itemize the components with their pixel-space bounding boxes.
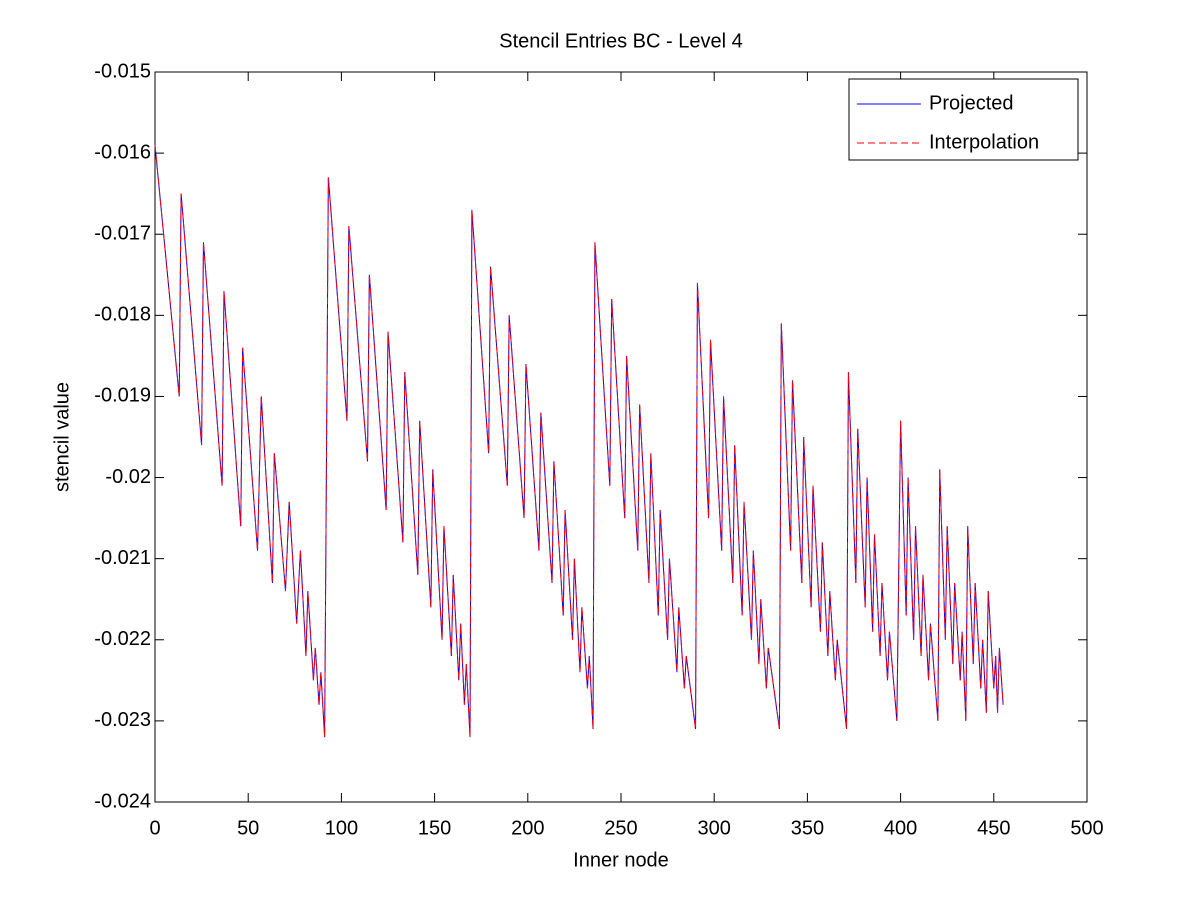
- y-tick-label: -0.022: [94, 628, 151, 650]
- x-tick-label: 400: [884, 817, 917, 839]
- y-tick-label: -0.018: [94, 304, 151, 326]
- x-axis-label: Inner node: [573, 849, 669, 871]
- y-axis-label: stencil value: [51, 382, 73, 492]
- x-tick-label: 250: [604, 817, 637, 839]
- legend-label: Interpolation: [929, 131, 1039, 153]
- legend-box: [848, 78, 1079, 161]
- x-tick-label: 500: [1070, 817, 1103, 839]
- x-tick-label: 0: [149, 817, 160, 839]
- y-tick-label: -0.023: [94, 709, 151, 731]
- y-tick-label: -0.019: [94, 385, 151, 407]
- y-tick-label: -0.017: [94, 223, 151, 245]
- legend-label: Projected: [929, 92, 1014, 114]
- x-tick-label: 50: [237, 817, 259, 839]
- x-tick-label: 450: [977, 817, 1010, 839]
- y-tick-label: -0.016: [94, 141, 151, 163]
- x-tick-label: 100: [325, 817, 358, 839]
- x-tick-label: 150: [418, 817, 451, 839]
- x-tick-label: 300: [698, 817, 731, 839]
- x-tick-label: 350: [791, 817, 824, 839]
- axes-box: [154, 71, 1088, 803]
- y-tick-label: -0.024: [94, 790, 151, 812]
- y-tick-label: -0.021: [94, 547, 151, 569]
- y-tick-label: -0.015: [94, 60, 151, 82]
- chart-title: Stencil Entries BC - Level 4: [499, 30, 742, 52]
- y-tick-label: -0.02: [105, 466, 151, 488]
- x-tick-label: 200: [511, 817, 544, 839]
- series-line: [154, 144, 1004, 738]
